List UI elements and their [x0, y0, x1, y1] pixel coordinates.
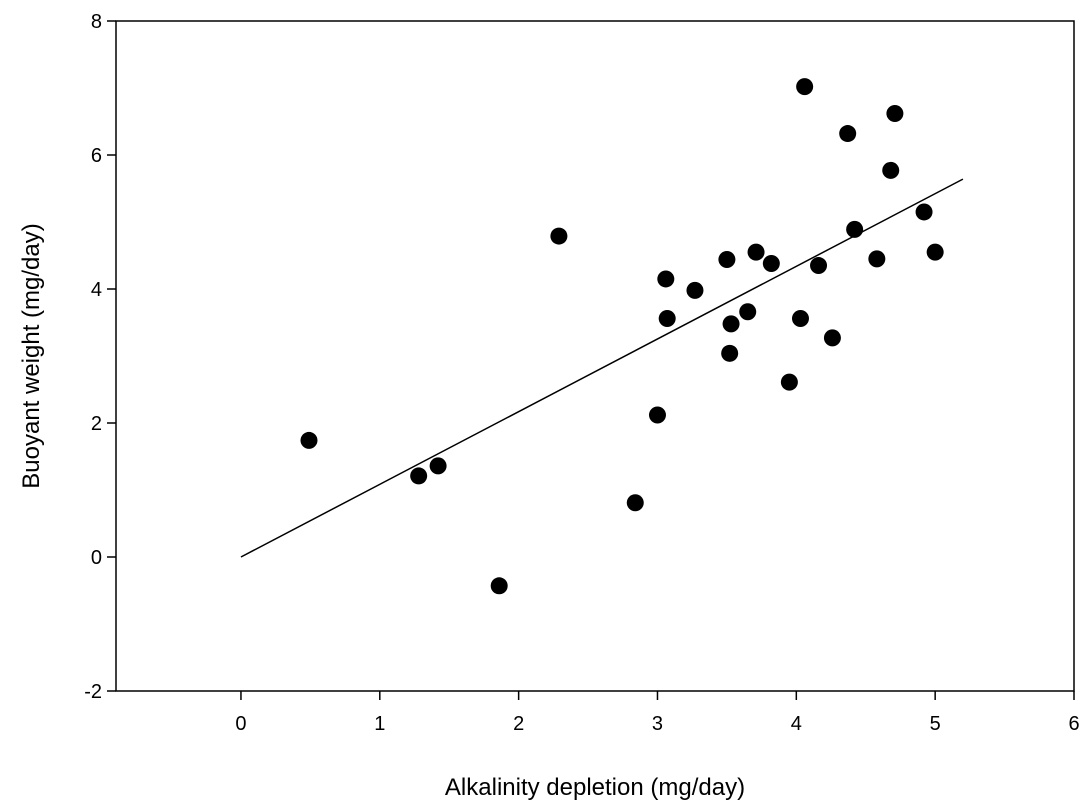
data-point: [410, 467, 428, 485]
fit-line-layer: [240, 178, 964, 558]
data-point: [823, 329, 841, 347]
data-point: [796, 78, 814, 96]
data-point: [846, 220, 864, 238]
regression-line: [240, 178, 964, 558]
data-point: [882, 161, 900, 179]
points-layer: [300, 78, 944, 595]
data-point: [626, 494, 644, 512]
x-axis: 0 1 2 3 4 5 6: [235, 691, 1080, 735]
x-tick-label: 3: [652, 713, 663, 735]
y-axis: -2 0 2 4 6 8: [84, 11, 116, 703]
data-point: [810, 257, 828, 275]
data-point: [926, 243, 944, 261]
y-tick-label: -2: [84, 681, 102, 703]
data-point: [739, 303, 757, 321]
y-axis-title: Buoyant weight (mg/day): [18, 223, 45, 488]
x-axis-title: Alkalinity depletion (mg/day): [445, 774, 745, 801]
x-tick-label: 0: [235, 713, 246, 735]
x-tick-label: 5: [930, 713, 941, 735]
data-point: [915, 203, 933, 221]
data-point: [762, 255, 780, 273]
data-point: [718, 251, 736, 269]
data-point: [648, 406, 666, 424]
y-tick-label: 0: [91, 547, 102, 569]
data-point: [747, 243, 765, 261]
data-point: [780, 373, 798, 391]
data-point: [886, 104, 904, 122]
data-point: [657, 270, 675, 288]
data-point: [490, 577, 508, 595]
y-tick-label: 4: [91, 279, 102, 301]
data-point: [658, 309, 676, 327]
y-tick-label: 8: [91, 11, 102, 33]
x-tick-label: 2: [513, 713, 524, 735]
data-point: [868, 250, 886, 268]
data-point: [839, 125, 857, 143]
data-point: [721, 344, 739, 362]
y-tick-label: 6: [91, 145, 102, 167]
plot-frame: [115, 20, 1075, 692]
data-point: [791, 309, 809, 327]
data-point: [722, 315, 740, 333]
x-tick-label: 6: [1068, 713, 1079, 735]
x-tick-label: 1: [374, 713, 385, 735]
data-point: [550, 227, 568, 245]
data-point: [300, 431, 318, 449]
x-tick-label: 4: [791, 713, 802, 735]
data-point: [429, 457, 447, 475]
data-point: [686, 281, 704, 299]
y-tick-label: 2: [91, 413, 102, 435]
